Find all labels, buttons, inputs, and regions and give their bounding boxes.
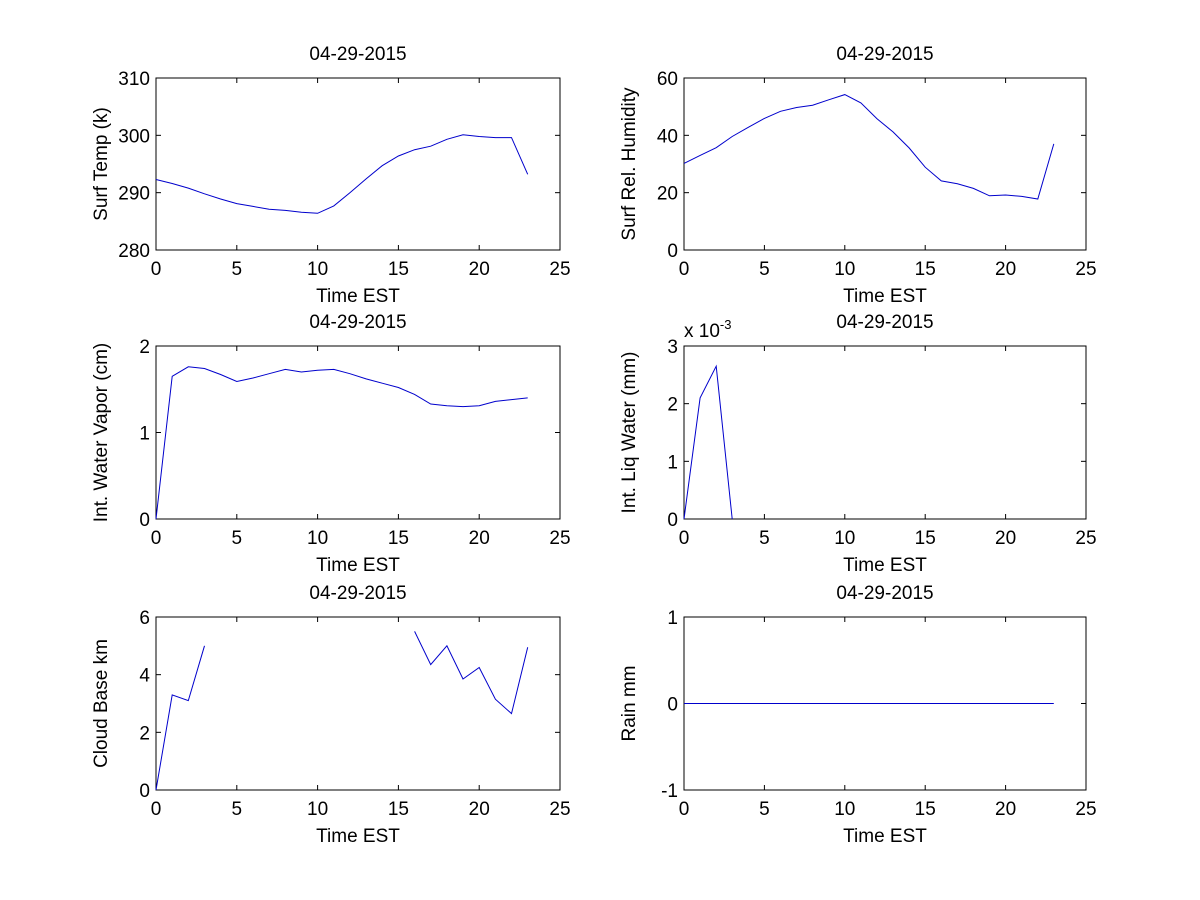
y-axis-label: Int. Liq Water (mm) — [619, 352, 640, 514]
x-tick-label: 20 — [469, 528, 490, 549]
y-tick-label: 6 — [139, 608, 150, 629]
x-axis-label: Time EST — [316, 555, 400, 576]
x-tick-label: 20 — [469, 799, 490, 820]
y-axis-label: Surf Rel. Humidity — [619, 87, 640, 241]
y-tick-label: 0 — [139, 781, 150, 802]
series-line-1-segment-2 — [414, 631, 529, 715]
x-tick-label: 10 — [307, 259, 328, 280]
x-tick-label: 0 — [151, 259, 162, 280]
axes-frame — [155, 345, 561, 520]
y-tick-label: 300 — [118, 126, 150, 147]
axes-frame — [683, 345, 1087, 520]
subplot-5: 0 5 10 15 20 25 0 2 4 6 04-29-2015 Time EST Cloud Ba… — [91, 583, 571, 847]
y-tick-label: 3 — [667, 337, 678, 358]
subplot-title: 04-29-2015 — [309, 583, 406, 604]
x-tick-label: 25 — [1075, 799, 1096, 820]
x-tick-label: 5 — [232, 259, 243, 280]
x-tick-label: 20 — [469, 259, 490, 280]
y-scale-exponent: -3 — [720, 317, 732, 332]
y-tick-label: 2 — [139, 337, 150, 358]
x-tick-label: 5 — [759, 528, 770, 549]
x-tick-label: 10 — [307, 528, 328, 549]
x-tick-label: 15 — [915, 259, 936, 280]
y-tick-label: 4 — [139, 666, 150, 687]
y-tick-label: 20 — [657, 184, 678, 205]
y-tick-label: 1 — [667, 608, 678, 629]
x-axis-label: Time EST — [843, 826, 927, 847]
x-tick-label: 10 — [834, 528, 855, 549]
x-tick-label: 10 — [307, 799, 328, 820]
y-tick-label: 280 — [118, 241, 150, 262]
y-tick-label: 2 — [667, 395, 678, 416]
y-tick-label: 1 — [139, 424, 150, 445]
x-tick-label: 25 — [549, 799, 570, 820]
y-axis-label: Surf Temp (k) — [91, 107, 112, 221]
x-tick-label: 15 — [388, 799, 409, 820]
y-axis-label: Cloud Base km — [91, 639, 112, 768]
x-axis-label: Time EST — [316, 826, 400, 847]
x-axis-label: Time EST — [843, 555, 927, 576]
series-line-1-segment-1 — [683, 364, 733, 520]
x-tick-label: 25 — [1075, 259, 1096, 280]
axes-frame — [683, 77, 1087, 251]
y-tick-label: 0 — [667, 695, 678, 716]
x-tick-label: 0 — [151, 528, 162, 549]
series-line-1-segment-1 — [155, 134, 529, 214]
y-axis-label: Int. Water Vapor (cm) — [91, 343, 112, 522]
x-tick-label: 25 — [549, 528, 570, 549]
subplot-3: 0 5 10 15 20 25 0 1 2 04-29-2015 Time EST Int. Wate… — [91, 312, 571, 576]
y-scale-base: x 10 — [684, 321, 720, 342]
y-tick-label: 60 — [657, 69, 678, 90]
subplot-4: 0 5 10 15 20 25 0 1 2 3 04-29-2015 Time EST Int. Liq… — [619, 312, 1097, 576]
y-tick-label: 0 — [667, 241, 678, 262]
y-tick-label: 0 — [139, 510, 150, 531]
x-tick-label: 15 — [915, 799, 936, 820]
x-tick-label: 15 — [388, 259, 409, 280]
x-tick-label: 25 — [1075, 528, 1096, 549]
subplot-title: 04-29-2015 — [836, 583, 933, 604]
x-axis-label: Time EST — [316, 286, 400, 307]
subplot-2: 0 5 10 15 20 25 0 20 40 60 04-29-2015 Time EST Surf … — [619, 44, 1097, 307]
x-tick-label: 0 — [679, 259, 690, 280]
series-line-1-segment-1 — [155, 366, 528, 520]
x-tick-label: 15 — [388, 528, 409, 549]
series-line-1-segment-1 — [683, 94, 1055, 200]
y-tick-label: 0 — [667, 510, 678, 531]
y-scale-label: x 10-3 — [684, 317, 731, 342]
x-tick-label: 5 — [232, 799, 243, 820]
x-tick-label: 10 — [834, 259, 855, 280]
x-tick-label: 5 — [759, 799, 770, 820]
x-tick-label: 5 — [232, 528, 243, 549]
y-tick-label: 2 — [139, 723, 150, 744]
x-tick-label: 0 — [151, 799, 162, 820]
axes-frame — [155, 77, 561, 251]
subplot-title: 04-29-2015 — [309, 312, 406, 333]
x-tick-label: 10 — [834, 799, 855, 820]
x-tick-label: 20 — [995, 528, 1016, 549]
x-tick-label: 20 — [995, 259, 1016, 280]
series-line-1-segment-1 — [155, 645, 205, 791]
axes-frame — [155, 616, 561, 791]
x-axis-label: Time EST — [843, 286, 927, 307]
subplot-title: 04-29-2015 — [836, 312, 933, 333]
y-tick-label: 40 — [657, 126, 678, 147]
x-tick-label: 0 — [679, 528, 690, 549]
x-tick-label: 0 — [679, 799, 690, 820]
y-tick-label: 290 — [118, 184, 150, 205]
y-tick-label: 1 — [667, 452, 678, 473]
x-tick-label: 15 — [915, 528, 936, 549]
subplot-title: 04-29-2015 — [836, 44, 933, 65]
x-tick-label: 25 — [549, 259, 570, 280]
x-tick-label: 5 — [759, 259, 770, 280]
subplot-title: 04-29-2015 — [309, 44, 406, 65]
y-tick-label: 310 — [118, 69, 150, 90]
y-axis-label: Rain mm — [619, 665, 640, 741]
y-tick-label: -1 — [661, 781, 678, 802]
subplot-1: 0 5 10 15 20 25 280 290 300 310 04-29-2015 Time EST… — [91, 44, 571, 307]
x-tick-label: 20 — [995, 799, 1016, 820]
